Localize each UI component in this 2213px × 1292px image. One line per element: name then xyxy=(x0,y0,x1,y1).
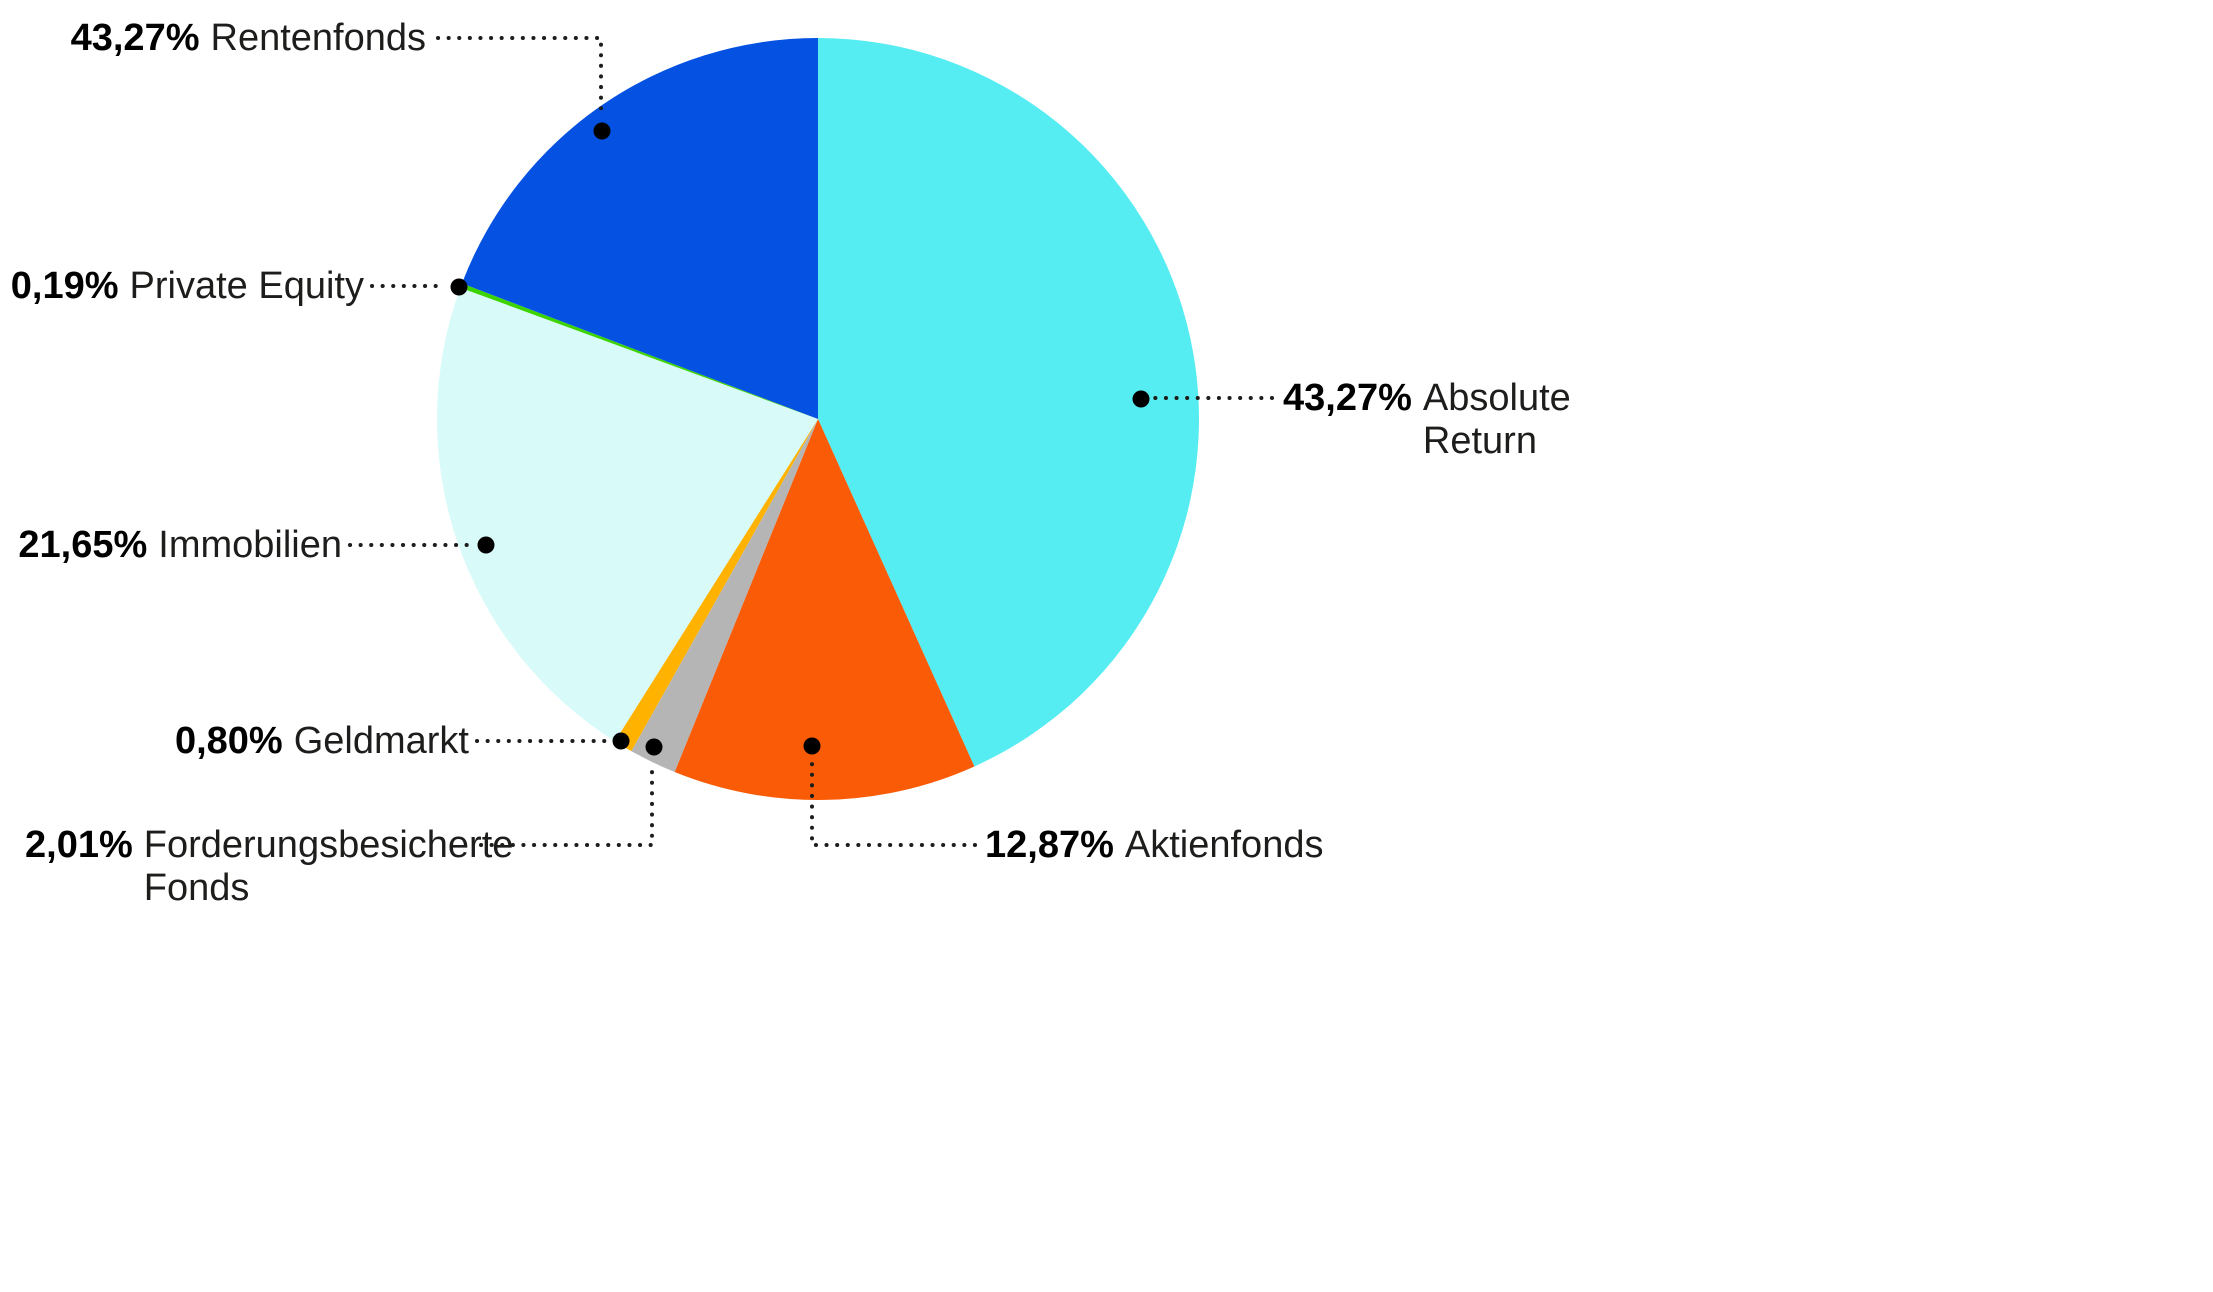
label-rentenfonds-name: Rentenfonds xyxy=(210,17,427,59)
dot-private-equity xyxy=(450,278,468,296)
pie-slice-private-equity xyxy=(460,283,818,419)
label-absolute-return-name: Absolute Return xyxy=(1422,377,1571,462)
label-aktienfonds: 12,87% Aktienfonds xyxy=(985,824,1323,867)
label-private-equity-name: Private Equity xyxy=(129,265,364,307)
label-absolute-return: 43,27% Absolute Return xyxy=(1283,377,1603,462)
label-geldmarkt-pct: 0,80% xyxy=(174,720,283,762)
pie-slice-aktienfonds xyxy=(674,419,975,801)
leader-rentenfonds xyxy=(436,36,603,117)
pie-slice-geldmarkt xyxy=(614,419,818,752)
label-rentenfonds-pct: 43,27% xyxy=(70,17,200,59)
label-immobilien: 21,65% Immobilien xyxy=(18,524,342,567)
label-geldmarkt-name: Geldmarkt xyxy=(293,720,469,762)
pie-slice-forderungsbesicherte-fonds xyxy=(631,419,818,772)
dot-absolute-return xyxy=(1132,390,1150,408)
pie-slice-immobilien xyxy=(436,287,818,742)
label-immobilien-name: Immobilien xyxy=(158,524,342,566)
dot-immobilien xyxy=(477,536,495,554)
leader-forderung xyxy=(479,760,654,847)
dot-forderung xyxy=(645,738,663,756)
dot-geldmarkt xyxy=(612,732,630,750)
label-absolute-return-pct: 43,27% xyxy=(1283,377,1412,419)
label-private-equity-pct: 0,19% xyxy=(10,265,119,307)
pie-slice-rentenfonds xyxy=(461,38,818,419)
label-forderungsbesicherte-fonds-pct: 2,01% xyxy=(25,824,133,866)
label-aktienfonds-pct: 12,87% xyxy=(985,824,1114,866)
leader-aktienfonds xyxy=(810,758,977,847)
label-aktienfonds-name: Aktienfonds xyxy=(1124,824,1324,866)
dot-rentenfonds xyxy=(593,122,611,140)
label-forderungsbesicherte-fonds: 2,01% Forderungsbesicherte Fonds xyxy=(25,824,584,909)
label-private-equity: 0,19% Private Equity xyxy=(11,265,364,308)
label-rentenfonds: 43,27% Rentenfonds xyxy=(71,17,426,60)
pie-slice-absolute-return xyxy=(818,38,1199,767)
label-immobilien-pct: 21,65% xyxy=(18,524,148,566)
leader-dots xyxy=(450,122,1150,756)
label-geldmarkt: 0,80% Geldmarkt xyxy=(175,720,469,763)
pie xyxy=(436,38,1199,801)
label-forderungsbesicherte-fonds-name: Forderungsbesicherte Fonds xyxy=(143,824,514,909)
dot-aktienfonds xyxy=(803,737,821,755)
leader-lines xyxy=(348,36,1274,847)
